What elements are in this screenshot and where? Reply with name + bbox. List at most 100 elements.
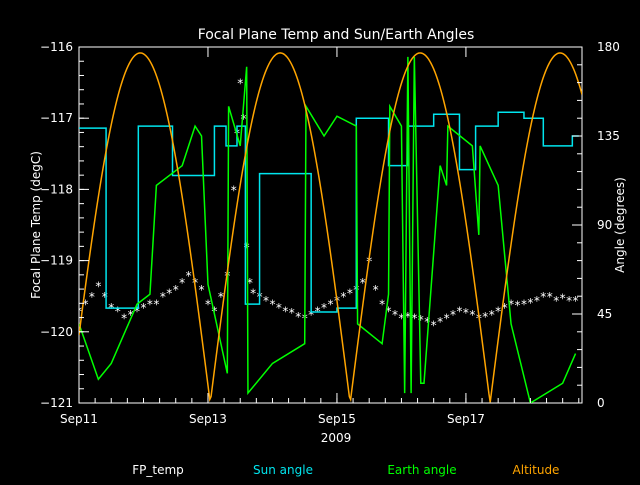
fp-temp-point: * [82,297,88,311]
fp-temp-point: * [160,290,166,304]
fp-temp-point: * [347,287,353,301]
y2-tick-label: 0 [597,396,605,410]
fp-temp-point: * [431,319,437,333]
y2-tick-label: 180 [597,40,620,54]
fp-temp-point: * [482,310,488,324]
fp-temp-point: * [560,292,566,306]
fp-temp-point: * [489,308,495,322]
y-tick-label: −119 [40,254,73,268]
fp-temp-point: * [398,312,404,326]
fp-temp-point: * [424,315,430,329]
fp-temp-point: * [373,283,379,297]
fp-temp-point: * [411,312,417,326]
fp-temp-point: * [276,301,282,315]
y-tick-label: −120 [40,325,73,339]
legend-altitude: Altitude [513,463,560,477]
fp-temp-point: * [173,283,179,297]
series-altitude [79,52,582,403]
fp-temp-point: * [308,308,314,322]
fp-temp-point: * [89,290,95,304]
fp-temp-point: * [515,299,521,313]
y-tick-label: −121 [40,396,73,410]
x-tick-label: Sep17 [447,412,485,426]
fp-temp-point: * [199,283,205,297]
chart-title: Focal Plane Temp and Sun/Earth Angles [198,27,475,43]
y2-tick-label: 90 [597,218,612,232]
fp-temp-point: * [547,290,553,304]
fp-temp-point: * [76,304,82,318]
fp-temp-point: * [540,290,546,304]
fp-temp-point: * [115,304,121,318]
fp-temp-point: * [102,290,108,304]
fp-temp-point: * [147,297,153,311]
fp-temp-point: * [521,297,527,311]
fp-temp-point: * [121,312,127,326]
fp-temp-point: * [328,297,334,311]
fp-temp-point: * [502,301,508,315]
fp-temp-point: * [527,296,533,310]
x-tick-label: Sep13 [189,412,227,426]
fp-temp-point: * [289,306,295,320]
series-clip-group: ****** ** * * * * ** * **************** * * * * * * * * *… [76,52,582,403]
fp-temp-point: * [134,304,140,318]
fp-temp-point: * [140,301,146,315]
fp-temp-point: * [186,269,192,283]
x-tick-label: Sep11 [60,412,98,426]
fp-temp-point: * [205,297,211,311]
fp-temp-point: * [231,183,237,197]
fp-temp-point: * [456,304,462,318]
series-sun-angle [79,111,579,313]
fp-temp-point: * [379,297,385,311]
fp-temp-point: * [437,315,443,329]
fp-temp-point: * [340,290,346,304]
fp-temp-point: * [295,310,301,324]
y-tick-label: −116 [40,40,73,54]
fp-temp-point: * [553,294,559,308]
fp-temp-point: * [282,304,288,318]
y-tick-label: −118 [40,182,73,196]
fp-temp-point: * [247,276,253,290]
fp-temp-point: * [566,294,572,308]
fp-temp-point: * [495,304,501,318]
legend: FP_temp Sun angle Earth angle Altitude [132,463,559,477]
series-layer: ****** ** * * * * ** * **************** * * * * * * * * *… [76,52,582,403]
fp-temp-point: * [153,297,159,311]
fp-temp-point: * [534,294,540,308]
fp-temp-point: * [250,287,256,301]
fp-temp-point: * [469,308,475,322]
fp-temp-point: * [450,308,456,322]
x-axis-label: 2009 [321,431,352,445]
y-axis-label: Focal Plane Temp (degC) [29,151,43,299]
series-fp-temp: ****** ** * * * * ** * **************** * * * * * * * * *… [76,77,579,333]
legend-fp-temp: FP_temp [132,463,184,477]
fp-temp-point: * [263,294,269,308]
y2-tick-label: 45 [597,307,612,321]
fp-temp-point: * [405,310,411,324]
fp-temp-point: * [386,304,392,318]
fp-temp-point: * [95,280,101,294]
fp-temp-point: * [128,308,134,322]
fp-temp-point: * [573,294,579,308]
fp-temp-point: * [166,287,172,301]
fp-temp-point: * [418,313,424,327]
fp-temp-point: * [240,112,246,126]
fp-temp-point: * [218,290,224,304]
y-tick-label: −117 [40,111,73,125]
series-earth-angle [79,56,577,403]
fp-temp-point: * [463,306,469,320]
fp-temp-point: * [179,276,185,290]
fp-temp-point: * [360,276,366,290]
fp-temp-point: * [444,312,450,326]
fp-temp-point: * [237,77,243,91]
legend-sun-angle: Sun angle [253,463,313,477]
fp-temp-point: * [321,301,327,315]
x-tick-label: Sep15 [318,412,356,426]
fp-temp-point: * [508,297,514,311]
y2-axis-label: Angle (degrees) [613,177,627,273]
y2-tick-label: 135 [597,129,620,143]
ticks-layer: −121 −120 −119 −118 −117 −116 0 45 90 135 180 Sep11… [40,40,620,426]
fp-temp-point: * [392,308,398,322]
legend-earth-angle: Earth angle [387,463,456,477]
